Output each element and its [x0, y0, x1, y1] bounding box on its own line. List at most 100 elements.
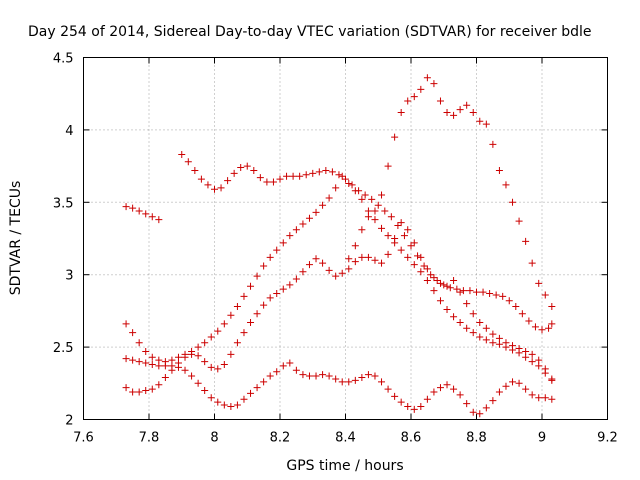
data-point: [129, 204, 137, 212]
data-point: [351, 258, 359, 266]
data-point: [502, 181, 510, 189]
data-point: [129, 388, 137, 396]
data-point: [479, 288, 487, 296]
data-point: [148, 360, 156, 368]
data-point: [456, 318, 464, 326]
data-point: [531, 323, 539, 331]
data-point: [266, 253, 274, 261]
data-point: [473, 288, 480, 296]
data-point: [548, 303, 556, 311]
data-point: [148, 353, 156, 361]
data-point: [515, 379, 523, 387]
data-point: [328, 168, 336, 176]
series-track-c: [122, 172, 556, 384]
data-point: [430, 80, 438, 88]
data-point: [381, 207, 389, 215]
data-point: [469, 310, 477, 318]
data-point: [535, 279, 543, 287]
data-point: [220, 401, 228, 409]
data-point: [292, 226, 300, 234]
y-axis-label: SDTVAR / TECUs: [8, 181, 24, 296]
data-point: [129, 356, 137, 364]
data-point: [545, 324, 553, 332]
data-point: [289, 172, 297, 180]
data-points: [122, 74, 556, 418]
data-point: [548, 375, 556, 383]
data-point: [430, 388, 438, 396]
data-point: [322, 166, 330, 174]
data-point: [194, 343, 202, 351]
data-point: [305, 372, 313, 380]
data-point: [332, 375, 340, 383]
data-point: [325, 266, 333, 274]
data-point: [384, 162, 392, 170]
data-point: [197, 175, 205, 183]
data-point: [315, 168, 323, 176]
data-point: [358, 253, 366, 261]
data-point: [463, 101, 471, 109]
data-point: [391, 133, 399, 141]
data-point: [309, 169, 317, 177]
data-point: [266, 294, 274, 302]
data-point: [348, 181, 356, 189]
data-point: [404, 402, 412, 410]
data-point: [371, 256, 379, 264]
data-point: [430, 274, 438, 282]
data-point: [260, 301, 268, 309]
data-point: [414, 252, 422, 260]
data-point: [450, 111, 458, 119]
data-point: [450, 313, 458, 321]
data-point: [482, 120, 490, 128]
data-point: [230, 169, 238, 177]
data-point: [263, 178, 271, 186]
data-point: [384, 250, 392, 258]
data-point: [240, 292, 248, 300]
data-point: [194, 352, 202, 360]
data-point: [358, 374, 366, 382]
x-axis-label: GPS time / hours: [286, 458, 403, 474]
data-point: [378, 378, 386, 386]
data-point: [227, 350, 235, 358]
axis-ticks: 7.6 7.8 8 8.2 8.4 8.6 8.8 9 9.2 2 2.5 3 3.5 4 4.5: [53, 52, 618, 446]
data-point: [391, 392, 399, 400]
data-point: [466, 287, 474, 295]
data-point: [463, 400, 471, 408]
data-point: [305, 214, 313, 222]
data-point: [207, 363, 215, 371]
data-point: [495, 166, 503, 174]
data-point: [299, 220, 307, 228]
data-point: [194, 379, 202, 387]
data-point: [495, 388, 503, 396]
data-point: [286, 359, 294, 367]
data-point: [135, 207, 143, 215]
data-point: [250, 166, 258, 174]
data-point: [489, 140, 497, 148]
data-point: [397, 246, 405, 254]
data-point: [430, 287, 438, 295]
data-point: [407, 242, 415, 250]
data-point: [240, 395, 248, 403]
data-point: [276, 175, 284, 183]
data-point: [459, 287, 467, 295]
data-point: [332, 272, 340, 280]
data-point: [201, 339, 209, 347]
data-point: [364, 371, 372, 379]
data-point: [384, 385, 392, 393]
data-point: [499, 292, 507, 300]
data-point: [299, 371, 307, 379]
data-point: [404, 253, 412, 261]
grid-lines: [83, 57, 608, 420]
data-point: [364, 213, 372, 221]
data-point: [227, 311, 235, 319]
data-point: [325, 372, 333, 380]
data-point: [443, 109, 451, 117]
data-point: [509, 378, 517, 386]
y-tick-label: 3.5: [53, 196, 74, 211]
data-point: [233, 339, 241, 347]
data-point: [469, 109, 477, 117]
data-point: [174, 359, 182, 367]
data-point: [404, 226, 412, 234]
y-tick-label: 2: [65, 414, 73, 429]
data-point: [509, 198, 517, 206]
data-point: [266, 372, 274, 380]
